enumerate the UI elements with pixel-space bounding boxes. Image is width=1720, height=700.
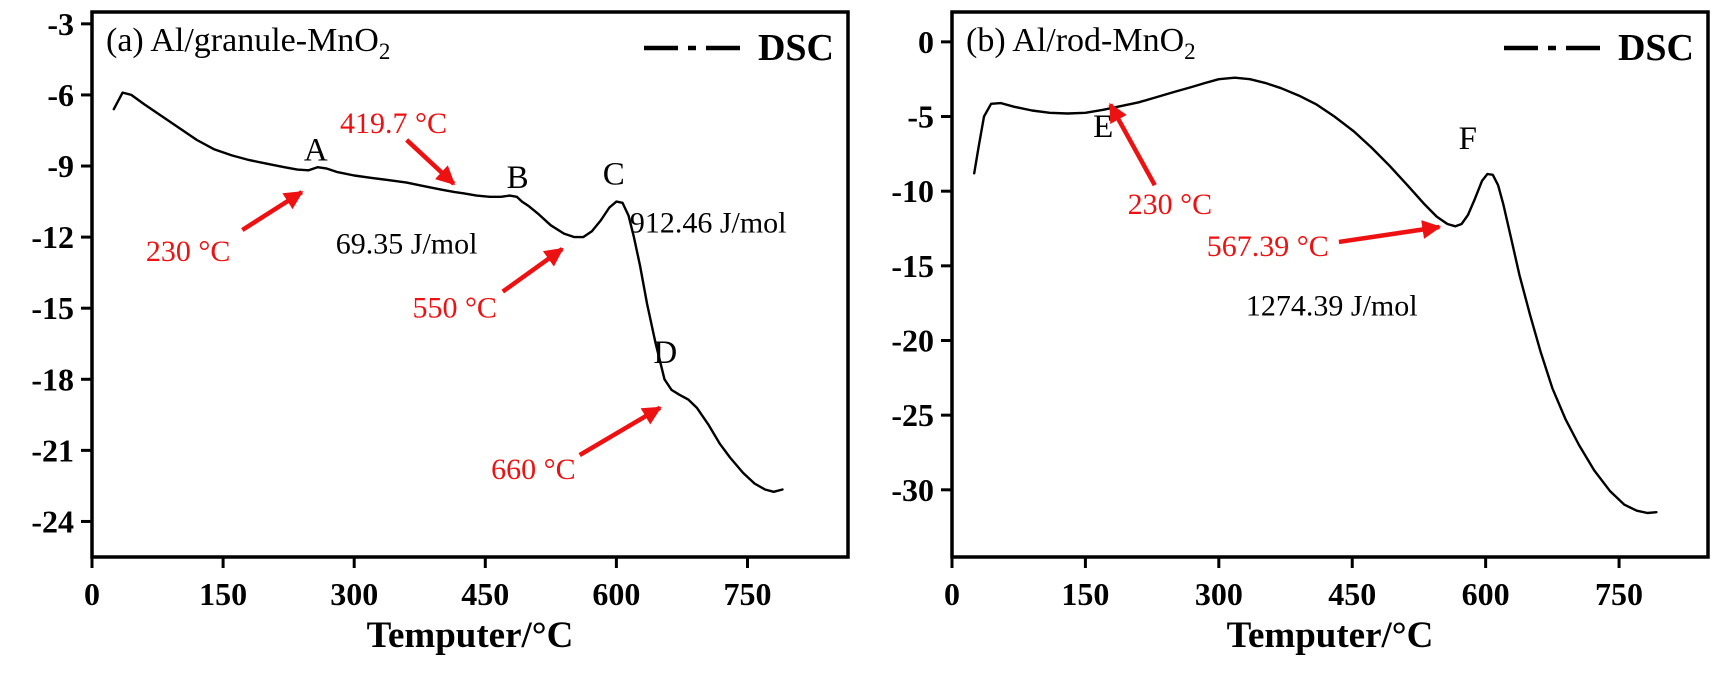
annotation-label: 567.39 °C <box>1207 230 1329 263</box>
x-axis-title-a: Temputer/°C <box>366 615 574 656</box>
chart-panel-b: 0 150 300 450 600 750 0 -5 -10 -15 -20 -25 -30 E F 230 … <box>860 0 1720 700</box>
annotation-arrow <box>501 247 564 294</box>
x-tick-label: 300 <box>330 576 378 612</box>
x-tick-label: 150 <box>1061 576 1109 612</box>
y-tick-label: -9 <box>47 148 74 184</box>
annotation-label: 660 °C <box>491 453 576 486</box>
dsc-dashdot-line-icon <box>643 45 744 51</box>
y-tick-label: -3 <box>47 6 74 42</box>
chart-title-subscript: 2 <box>1184 38 1196 64</box>
y-tick-label: -24 <box>31 503 74 539</box>
x-tick-label: 150 <box>199 576 247 612</box>
annotation-arrow <box>241 190 304 232</box>
y-tick-label: -15 <box>31 290 74 326</box>
annotation-label: 1274.39 J/mol <box>1246 290 1418 323</box>
x-tick-label: 450 <box>461 576 509 612</box>
x-axis-title-b: Temputer/°C <box>1226 615 1434 656</box>
y-tick-label: -30 <box>891 472 934 508</box>
annotation-label: 230 °C <box>146 235 231 268</box>
y-tick-label: -12 <box>31 219 74 255</box>
chart-title-subscript: 2 <box>378 38 391 64</box>
curve-point-label: B <box>507 160 529 196</box>
dsc-curve <box>112 91 784 493</box>
legend-label: DSC <box>757 27 834 69</box>
annotation-arrow <box>405 138 456 186</box>
y-tick-label: -20 <box>891 322 934 358</box>
chart-title-text: (b) Al/rod-MnO <box>966 22 1185 59</box>
x-tick-label: 750 <box>1595 576 1643 612</box>
legend-label: DSC <box>1617 27 1694 69</box>
y-tick-label: -15 <box>891 248 934 284</box>
x-tick-label: 750 <box>723 576 771 612</box>
annotation-arrow <box>578 405 662 458</box>
x-tick-label: 600 <box>1462 576 1510 612</box>
x-tick-label: 300 <box>1195 576 1243 612</box>
chart-title-b: (b) Al/rod-MnO2 <box>966 22 1196 65</box>
annotation-label: 230 °C <box>1128 188 1213 221</box>
chart-panel-a: 0 150 300 450 600 750 -3 -6 -9 -12 -15 -18 -21 -24 A B C… <box>31 6 850 656</box>
annotation-label: 550 °C <box>412 292 497 325</box>
y-tick-label: -5 <box>907 99 934 135</box>
plot-border <box>90 10 850 559</box>
dsc-curve <box>973 76 1658 515</box>
y-tick-label: -21 <box>31 432 74 468</box>
annotation-label: 912.46 J/mol <box>630 206 787 239</box>
y-tick-label: -6 <box>47 77 74 113</box>
curve-point-label: F <box>1459 121 1477 157</box>
annotation-arrow <box>1108 102 1157 187</box>
y-tick-label: 0 <box>918 24 934 60</box>
dsc-dashdot-line-icon <box>1503 45 1604 51</box>
x-tick-label: 450 <box>1328 576 1376 612</box>
plot-svg-b: 0 150 300 450 600 750 0 -5 -10 -15 -20 -25 -30 E F 230 … <box>891 10 1710 612</box>
chart-title-text: (a) Al/granule-MnO <box>106 22 379 59</box>
curve-point-label: C <box>603 156 625 192</box>
x-tick-label: 0 <box>84 576 100 612</box>
chart-title-a: (a) Al/granule-MnO2 <box>106 22 390 65</box>
y-tick-label: -10 <box>891 173 934 209</box>
curve-point-label: D <box>653 335 677 371</box>
annotation-label: 419.7 °C <box>340 107 447 140</box>
y-tick-label: -18 <box>31 361 74 397</box>
curve-point-label: E <box>1093 109 1113 145</box>
plot-svg-a: 0 150 300 450 600 750 -3 -6 -9 -12 -15 -18 -21 -24 A B C… <box>31 6 850 612</box>
curve-point-label: A <box>304 133 328 169</box>
plot-border <box>950 10 1710 559</box>
legend-a: DSC <box>642 26 834 70</box>
y-tick-label: -25 <box>891 397 934 433</box>
x-tick-label: 600 <box>592 576 640 612</box>
legend-b: DSC <box>1502 26 1694 70</box>
annotation-label: 69.35 J/mol <box>336 228 478 261</box>
x-tick-label: 0 <box>944 576 960 612</box>
annotation-arrow <box>1338 220 1442 245</box>
